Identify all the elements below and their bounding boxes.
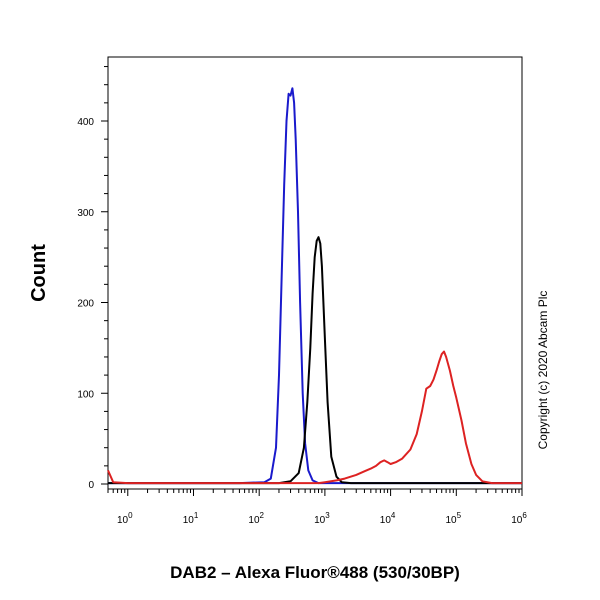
- x-tick-label: 103: [314, 511, 330, 526]
- copyright-text: Copyright (c) 2020 Abcam Plc: [536, 291, 550, 450]
- x-axis-title: DAB2 – Alexa Fluor®488 (530/30BP): [170, 563, 460, 582]
- axis-layer: 100 101 102 103 104 105 106 0 100 200 300 400: [77, 66, 527, 526]
- y-tick-label: 100: [77, 389, 94, 400]
- x-tick-label: 104: [380, 511, 396, 526]
- x-tick-label: 105: [446, 511, 462, 526]
- x-tick-label: 100: [117, 511, 133, 526]
- x-tick-label: 106: [511, 511, 527, 526]
- y-tick-label: 0: [88, 480, 94, 491]
- histogram-series-3: [107, 350, 522, 485]
- y-tick-label: 400: [77, 117, 94, 128]
- plot-frame: [107, 56, 523, 490]
- y-tick-label: 200: [77, 299, 94, 310]
- y-axis-title: Count: [28, 244, 50, 302]
- histogram-series-1: [108, 87, 522, 485]
- series-layer: [107, 87, 522, 485]
- y-tick-label: 300: [77, 208, 94, 219]
- histogram-series-2: [108, 236, 522, 485]
- x-tick-label: 102: [248, 511, 264, 526]
- x-tick-label: 101: [183, 511, 199, 526]
